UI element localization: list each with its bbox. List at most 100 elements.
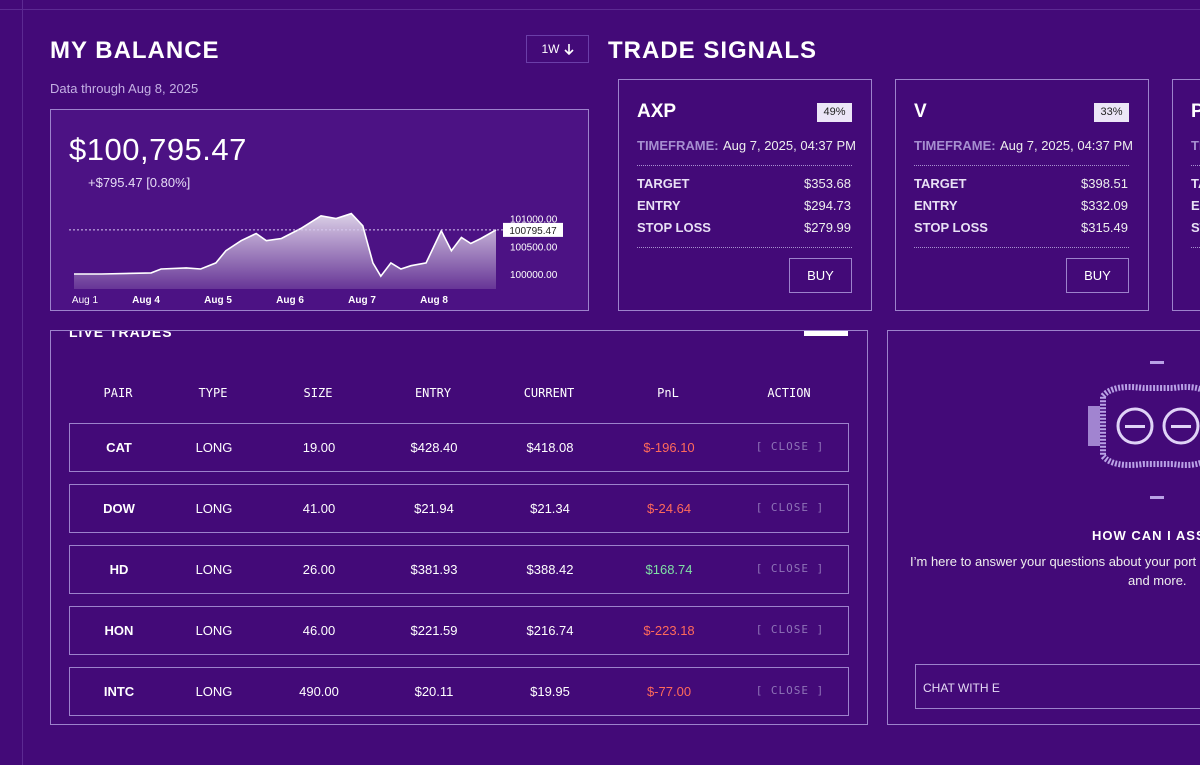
signal-value: $353.68	[804, 176, 851, 191]
range-button[interactable]: 1W	[526, 35, 589, 63]
column-header: SIZE	[303, 386, 333, 400]
trade-cell: $418.08	[526, 440, 574, 455]
trade-cell: $21.94	[414, 501, 454, 516]
signal-label: TARGET	[637, 176, 690, 191]
assistant-text: and more.	[1128, 573, 1187, 588]
trade-cell: 41.00	[302, 501, 336, 516]
close-button[interactable]: [ CLOSE ]	[755, 562, 825, 575]
confidence-badge: 33%	[1094, 103, 1129, 122]
buy-button[interactable]: BUY	[1066, 258, 1129, 293]
signals-title: TRADE SIGNALS	[608, 37, 818, 64]
signal-card: AXP 49% TIMEFRAME: Aug 7, 2025, 04:37 PM TAR…	[618, 79, 872, 311]
trade-cell: LONG	[195, 440, 233, 455]
trade-cell: 19.00	[302, 440, 336, 455]
column-header: CURRENT	[523, 386, 575, 400]
x-tick-label: Aug 1	[72, 295, 99, 306]
trade-cell: LONG	[195, 562, 233, 577]
confidence-badge: 49%	[817, 103, 852, 122]
signal-cards: AXP 49% TIMEFRAME: Aug 7, 2025, 04:37 PM TAR…	[0, 0, 1200, 320]
current-box	[503, 222, 563, 237]
signal-card: V 33% TIMEFRAME: Aug 7, 2025, 04:37 PM TARGE…	[895, 79, 1149, 311]
trade-cell: HD	[109, 562, 129, 577]
balance-chart: 100000.00 100500.00 101000.00 Aug 1 Aug 4 Aug…	[69, 212, 563, 306]
signal-value: $332.09	[1081, 198, 1128, 213]
trade-cell: $21.34	[530, 501, 570, 516]
signal-label: STOP LOSS	[1191, 220, 1200, 235]
ticker: AXP	[637, 101, 677, 122]
balance-card: $100,795.47 +$795.47 [0.80%] 100000.00 10…	[50, 109, 589, 311]
assistant-text: I’m here to answer your questions about …	[910, 554, 1197, 569]
side-rule	[22, 0, 23, 765]
current-label: 100795.47	[509, 226, 557, 237]
timeframe: Aug 7, 2025, 04:37 PM	[723, 138, 856, 153]
timeframe-label: TIMEFRAME:	[637, 138, 719, 153]
column-header: ACTION	[767, 386, 811, 400]
trade-cell: 26.00	[302, 562, 336, 577]
trade-cell: LONG	[195, 501, 233, 516]
trade-cell: $20.11	[414, 684, 454, 699]
trade-cell: CAT	[106, 440, 132, 455]
range-label: 1W	[541, 42, 560, 56]
x-tick-label: Aug 5	[204, 295, 232, 306]
x-tick-label: Aug 8	[420, 295, 448, 306]
trade-cell: DOW	[103, 501, 135, 516]
trade-cell: $-77.00	[646, 684, 692, 699]
signal-label: STOP LOSS	[914, 220, 988, 235]
balance-change: +$795.47 [0.80%]	[88, 175, 191, 190]
tab-marker	[804, 331, 848, 336]
close-button[interactable]: [ CLOSE ]	[755, 623, 825, 636]
balance-title: MY BALANCE	[50, 37, 220, 64]
chat-input[interactable]: CHAT WITH E	[915, 664, 1200, 709]
ticker: P	[1191, 101, 1200, 122]
assistant-heading: HOW CAN I ASSIS	[1092, 528, 1200, 543]
signal-label: ENTRY	[914, 198, 958, 213]
timeframe-label: TIMEFRAME:	[1191, 138, 1200, 153]
signal-card: PTIMEFRAME:TARGETENTRYSTOP LOSSBUY	[1172, 79, 1200, 311]
timeframe-label: TIMEFRAME:	[914, 138, 996, 153]
trade-cell: $216.74	[526, 623, 574, 638]
divider	[1191, 165, 1200, 166]
trade-cell: $-196.10	[643, 440, 695, 455]
trade-cell: LONG	[195, 623, 233, 638]
signal-label: ENTRY	[637, 198, 681, 213]
close-button[interactable]: [ CLOSE ]	[755, 501, 825, 514]
trades-panel: LIVE TRADES PAIR TYPE SIZE ENTRY CURRENT PnL A…	[50, 330, 868, 725]
signal-label: ENTRY	[1191, 198, 1200, 213]
close-button[interactable]: [ CLOSE ]	[755, 684, 825, 697]
divider	[637, 165, 852, 166]
divider	[637, 247, 852, 248]
trades-table: PAIR TYPE SIZE ENTRY CURRENT PnL ACTION CAT LONG…	[51, 331, 867, 724]
signal-label: STOP LOSS	[637, 220, 711, 235]
signal-value: $294.73	[804, 198, 851, 213]
chat-placeholder: CHAT WITH E	[923, 681, 1000, 695]
column-header: PnL	[657, 386, 679, 400]
balance-subtitle: Data through Aug 8, 2025	[50, 81, 199, 96]
down-arrow	[563, 44, 574, 55]
area	[74, 213, 496, 289]
trade-row: INTC LONG 490.00 $20.11 $19.95 $-77.00 [ CLOSE…	[69, 667, 849, 716]
signal-label: TARGET	[1191, 176, 1200, 191]
x-tick-label: Aug 6	[276, 295, 304, 306]
trade-cell: $381.93	[410, 562, 458, 577]
buy-button[interactable]: BUY	[789, 258, 852, 293]
trade-cell: $428.40	[410, 440, 458, 455]
trade-cell: $221.59	[410, 623, 458, 638]
close-button[interactable]: [ CLOSE ]	[755, 440, 825, 453]
signal-value: $315.49	[1081, 220, 1128, 235]
y-tick-label: 101000.00	[510, 215, 558, 226]
divider	[1191, 247, 1200, 248]
x-tick-label: Aug 4	[132, 295, 160, 306]
column-header: PAIR	[103, 386, 133, 400]
divider	[914, 165, 1129, 166]
trade-cell: INTC	[103, 684, 135, 699]
y-tick-label: 100000.00	[510, 270, 558, 281]
ticker: V	[914, 101, 927, 122]
trade-row: HON LONG 46.00 $221.59 $216.74 $-223.18 [ CLOS…	[69, 606, 849, 655]
divider	[914, 247, 1129, 248]
trade-row: CAT LONG 19.00 $428.40 $418.08 $-196.10 [ CLOS…	[69, 423, 849, 472]
line	[74, 212, 497, 278]
signal-label: TARGET	[914, 176, 967, 191]
robot-icon	[1088, 361, 1200, 499]
trade-cell: $19.95	[530, 684, 570, 699]
